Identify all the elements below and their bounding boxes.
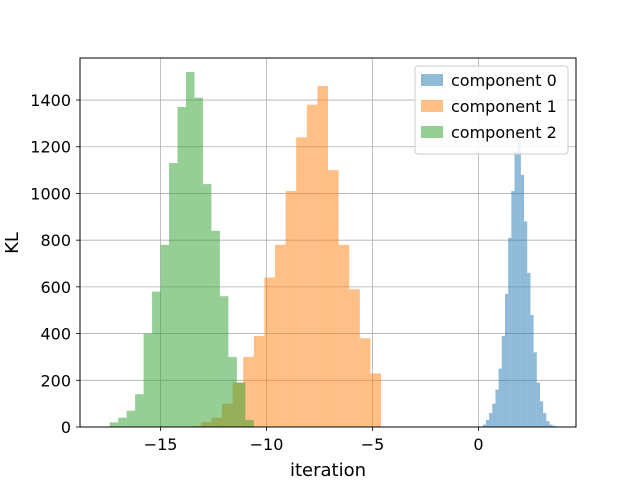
plot-area-frame: [79, 57, 577, 428]
y-tick-label: 400: [40, 325, 71, 344]
histogram-bar: [511, 191, 515, 427]
histogram-bar: [539, 401, 544, 427]
histogram-bar: [243, 356, 254, 427]
legend: component 0 component 1 component 2: [414, 65, 569, 155]
histogram-bar: [498, 368, 502, 427]
histogram-bar: [482, 424, 486, 427]
x-tick-label: 0: [473, 435, 483, 454]
histogram-bar: [495, 389, 499, 427]
histogram-bar: [536, 382, 540, 427]
histogram-bar: [177, 107, 186, 427]
histogram-bar: [546, 421, 550, 427]
histogram-bar: [543, 412, 547, 427]
histogram-bar: [508, 237, 512, 427]
histogram-bar: [501, 335, 505, 427]
histogram-bar: [520, 174, 525, 427]
histogram-bar: [126, 410, 136, 427]
legend-swatch: [421, 74, 443, 86]
histogram-bar: [370, 373, 381, 427]
histogram-bar: [504, 293, 509, 427]
histogram-bar: [533, 352, 537, 427]
y-tick-label: 1000: [30, 184, 71, 203]
x-tick-label: −10: [250, 435, 284, 454]
histogram-bar: [285, 191, 297, 427]
histogram-bar: [143, 333, 153, 427]
histogram-bar: [253, 335, 265, 427]
histogram-bar: [236, 382, 246, 427]
histogram-bar: [317, 86, 328, 427]
histogram-bar: [527, 272, 531, 427]
histogram-bar: [160, 244, 170, 427]
x-axis-label: iteration: [290, 460, 366, 480]
histogram-bar: [517, 135, 521, 427]
histogram-bar: [211, 230, 220, 427]
histogram-bar: [219, 296, 229, 427]
histogram-bars: [109, 72, 556, 428]
x-tick-label: −15: [144, 435, 178, 454]
series-0-bars: [482, 135, 556, 427]
histogram-bar: [552, 425, 556, 427]
legend-label: component 2: [451, 123, 557, 142]
histogram-bar: [194, 97, 203, 428]
histogram-bar: [169, 163, 178, 427]
histogram-bar: [118, 417, 127, 427]
histogram-bar: [275, 244, 286, 427]
histogram-bar: [135, 394, 144, 427]
histogram-bar: [349, 289, 360, 427]
y-tick-label: 600: [40, 278, 71, 297]
histogram-bar: [492, 403, 496, 427]
x-tick-label: −5: [361, 435, 385, 454]
histogram-bar: [359, 338, 371, 427]
histogram-bar: [338, 244, 350, 427]
y-tick-label: 200: [40, 371, 71, 390]
legend-label: component 1: [451, 97, 557, 116]
histogram-bar: [109, 422, 119, 427]
histogram-bar: [489, 412, 493, 427]
legend-label: component 0: [451, 71, 557, 90]
histogram-bar: [264, 277, 276, 427]
histogram-bar: [245, 419, 254, 427]
legend-swatch: [421, 100, 443, 112]
histogram-bar: [328, 170, 339, 428]
series-2-bars: [109, 72, 254, 428]
legend-swatch: [421, 126, 443, 138]
histogram-bar: [530, 314, 534, 427]
y-tick-label: 1400: [30, 91, 71, 110]
histogram-bar: [306, 104, 318, 427]
legend-box: [414, 65, 569, 155]
series-1-bars: [190, 86, 381, 428]
y-tick-label: 0: [61, 418, 71, 437]
histogram-bar: [514, 151, 518, 427]
histogram-bar: [152, 291, 161, 427]
histogram-bar: [549, 424, 553, 427]
histogram-bar: [524, 221, 528, 427]
histogram-bar: [228, 356, 237, 427]
histogram-bar: [202, 184, 212, 427]
axis-ticks: −15 −10 −5 0 0 200 400 600 800 1000 1200 1400: [30, 91, 483, 454]
histogram-bar: [185, 72, 195, 427]
histogram-bar: [485, 419, 490, 427]
y-tick-label: 1200: [30, 138, 71, 157]
y-axis-label: KL: [2, 232, 23, 254]
histogram-bar: [296, 137, 307, 427]
y-tick-label: 800: [40, 231, 71, 250]
